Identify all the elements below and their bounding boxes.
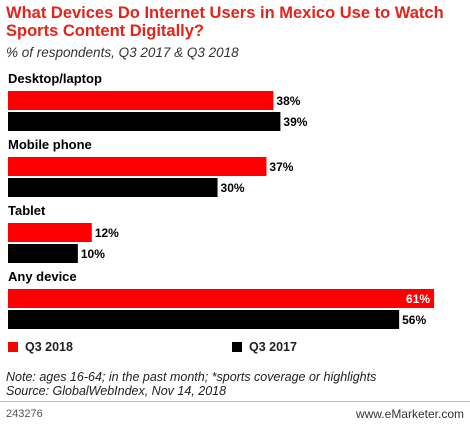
source-text: Source: GlobalWebIndex, Nov 14, 2018 — [6, 384, 227, 398]
bar-desktop-laptop-q3-2018 — [8, 91, 274, 110]
footer: 243276 www.eMarketer.com — [0, 401, 470, 434]
data-label-mobile-phone-q3-2018: 37% — [269, 160, 293, 174]
chart-notes: Note: ages 16-64; in the past month; *sp… — [6, 370, 466, 398]
category-label-mobile-phone: Mobile phone — [8, 137, 92, 152]
bar-tablet-q3-2017 — [8, 244, 78, 263]
note-text: Note: ages 16-64; in the past month; *sp… — [6, 370, 377, 384]
category-label-any-device: Any device — [8, 269, 77, 284]
data-label-desktop-laptop-q3-2018: 38% — [276, 94, 300, 108]
chart-title: What Devices Do Internet Users in Mexico… — [6, 4, 444, 40]
legend-item-q3-2017: Q3 2017 — [232, 340, 297, 354]
data-label-mobile-phone-q3-2017: 30% — [221, 181, 245, 195]
data-label-desktop-laptop-q3-2017: 39% — [283, 115, 307, 129]
data-label-tablet-q3-2017: 10% — [81, 247, 105, 261]
category-label-desktop-laptop: Desktop/laptop — [8, 71, 102, 86]
legend-item-q3-2018: Q3 2018 — [8, 340, 73, 354]
chart-id: 243276 — [6, 408, 43, 420]
bar-mobile-phone-q3-2017 — [8, 178, 218, 197]
legend-swatch-q3-2017 — [232, 342, 242, 352]
legend-swatch-q3-2018 — [8, 342, 18, 352]
chart-subtitle: % of respondents, Q3 2017 & Q3 2018 — [6, 45, 239, 60]
bar-mobile-phone-q3-2018 — [8, 157, 267, 176]
legend-label-q3-2017: Q3 2017 — [249, 340, 297, 354]
data-label-any-device-q3-2018: 61% — [406, 292, 430, 306]
data-label-any-device-q3-2017: 56% — [402, 313, 426, 327]
bar-any-device-q3-2017 — [8, 310, 400, 329]
legend-label-q3-2018: Q3 2018 — [25, 340, 73, 354]
brand-link[interactable]: www.eMarketer.com — [355, 407, 464, 421]
bar-chart: Desktop/laptop 38% 39% Mobile phone 37% 30% Ta… — [8, 71, 435, 329]
bar-desktop-laptop-q3-2017 — [8, 112, 281, 131]
bar-tablet-q3-2018 — [8, 223, 92, 242]
bar-any-device-q3-2018 — [8, 289, 435, 308]
category-label-tablet: Tablet — [8, 203, 46, 218]
data-label-tablet-q3-2018: 12% — [95, 226, 119, 240]
